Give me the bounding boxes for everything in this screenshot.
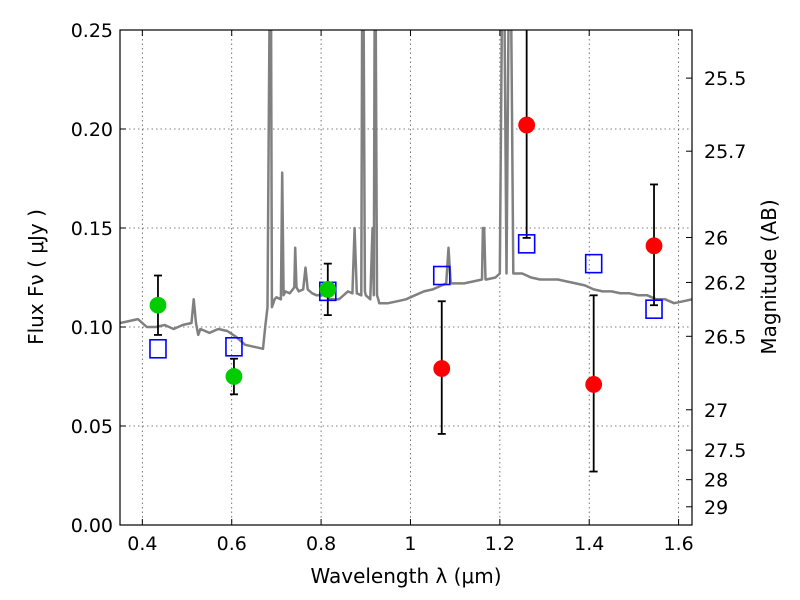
measured-flux-point — [149, 296, 167, 314]
magnitude-axis-ticks: 25.5 25.7 26 26.2 26.5 27 27.5 28 29 — [686, 68, 746, 519]
magnitude-tick-label: 26.2 — [704, 272, 746, 294]
x-tick-label: 1.2 — [485, 533, 515, 555]
y-tick-label: 0.15 — [71, 218, 113, 240]
y-tick-label: 0.00 — [71, 515, 113, 537]
measured-flux-point — [433, 360, 451, 377]
x-tick-label: 1 — [404, 533, 416, 555]
spectrum-layer — [120, 30, 692, 351]
y-tick-label: 0.10 — [71, 317, 113, 339]
model-photometry-square — [149, 338, 167, 359]
measured-flux-point — [645, 237, 663, 255]
x-tick-label: 1.4 — [574, 533, 604, 555]
plot-frame — [119, 29, 693, 526]
x-tick-label: 0.4 — [127, 533, 157, 555]
magnitude-tick-label: 29 — [704, 497, 728, 519]
model-photometry-square — [584, 253, 603, 274]
errorbar-layer — [153, 30, 659, 473]
magnitude-tick-label: 26 — [704, 228, 728, 250]
magnitude-axis-label: Magnitude (AB) — [757, 199, 781, 354]
y-tick-label: 0.05 — [71, 416, 113, 438]
x-tick-label: 0.6 — [217, 533, 247, 555]
marker-layer — [149, 116, 663, 393]
y-axis-label: Flux Fν ( μJy ) — [24, 209, 48, 345]
x-axis-label: Wavelength λ (μm) — [310, 564, 501, 588]
x-tick-label: 1.6 — [663, 533, 693, 555]
spectrum-line — [120, 30, 692, 351]
model-photometry-square — [432, 265, 451, 286]
magnitude-tick-label: 28 — [704, 470, 728, 492]
magnitude-tick-label: 27 — [704, 400, 728, 422]
measured-flux-point — [518, 116, 536, 134]
x-axis-ticks: 0.4 0.6 0.8 1 1.2 1.4 1.6 — [127, 30, 694, 555]
magnitude-tick-label: 25.5 — [704, 68, 746, 90]
magnitude-tick-label: 26.5 — [704, 326, 746, 348]
measured-flux-point — [319, 280, 337, 298]
magnitude-tick-label: 25.7 — [704, 141, 746, 163]
grid — [120, 29, 692, 526]
measured-flux-point — [225, 368, 243, 385]
model-photometry-square — [517, 234, 536, 254]
measured-flux-point — [585, 376, 603, 393]
magnitude-tick-label: 27.5 — [704, 440, 746, 462]
model-photometry-square — [645, 299, 663, 319]
model-photometry-square — [225, 336, 243, 357]
y-tick-label: 0.25 — [71, 20, 113, 42]
y-axis-ticks: 0.00 0.05 0.10 0.15 0.20 0.25 — [71, 20, 126, 537]
x-tick-label: 0.8 — [306, 533, 336, 555]
y-tick-label: 0.20 — [71, 119, 113, 141]
